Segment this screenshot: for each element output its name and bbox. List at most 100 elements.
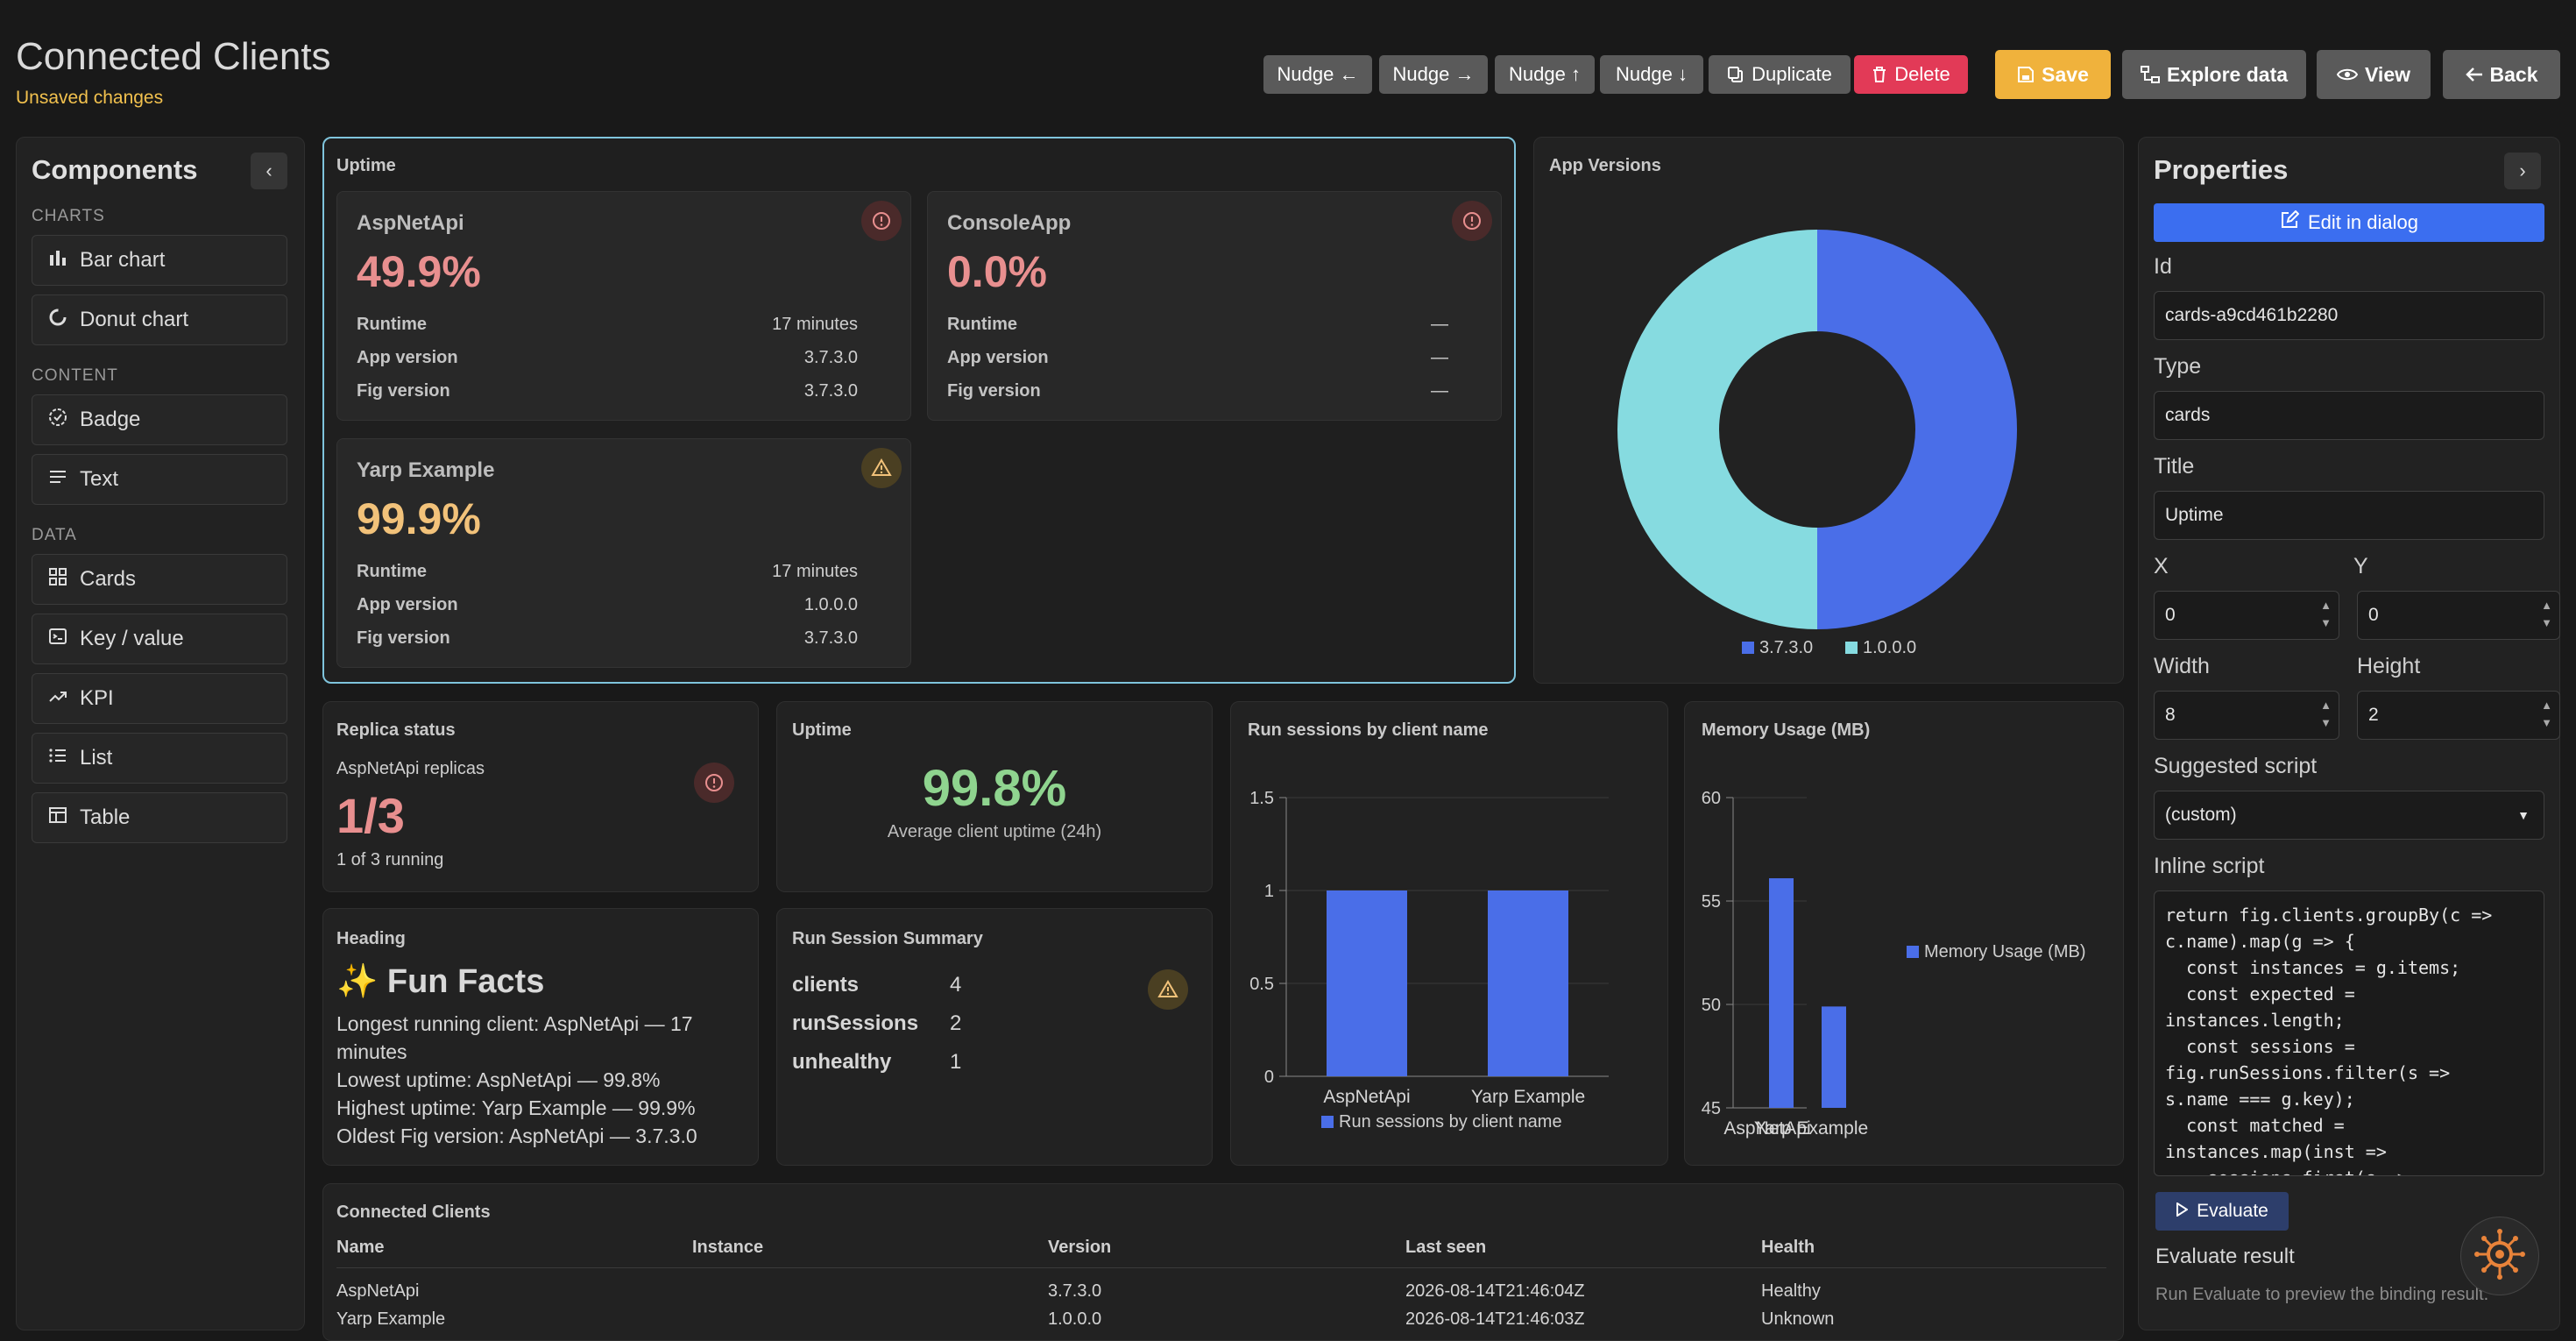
spinner-icon[interactable]: ▲ ▼ bbox=[2541, 599, 2552, 629]
y-tick-label: 50 bbox=[1702, 996, 1721, 1015]
trending-up-icon bbox=[48, 686, 67, 712]
x-field[interactable]: 0 ▲ ▼ bbox=[2154, 591, 2339, 640]
bar-Yarp Example[interactable] bbox=[1488, 890, 1568, 1076]
back-button[interactable]: Back bbox=[2443, 50, 2560, 99]
summary-row: unhealthy 1 bbox=[792, 1050, 962, 1074]
nudge-left-button[interactable]: Nudge ← bbox=[1263, 55, 1372, 94]
memory-usage-widget[interactable] bbox=[1684, 701, 2124, 1166]
x-tick-label: AspNetApi bbox=[1723, 1118, 1810, 1139]
save-icon bbox=[2017, 66, 2035, 83]
sidebar-item-label: List bbox=[80, 746, 113, 770]
run-sessions-bar-chart: 0 0.5 1 1.5 AspNetApi Yarp Example Run session… bbox=[1249, 789, 1609, 1132]
column-header-last-seen[interactable]: Last seen bbox=[1405, 1238, 1487, 1257]
sidebar-item-donut-chart[interactable]: Donut chart bbox=[32, 294, 287, 345]
unsaved-changes-label: Unsaved changes bbox=[16, 88, 164, 108]
sidebar-item-label: Badge bbox=[80, 408, 141, 431]
edit-in-dialog-button[interactable]: Edit in dialog bbox=[2154, 203, 2544, 242]
summary-row: clients 4 bbox=[792, 973, 962, 997]
widget-title: Replica status bbox=[336, 720, 456, 740]
sidebar-item-cards[interactable]: Cards bbox=[32, 554, 287, 605]
nudge-right-button[interactable]: Nudge → bbox=[1379, 55, 1488, 94]
type-field[interactable]: cards bbox=[2154, 391, 2544, 440]
fun-facts-heading: ✨ Fun Facts bbox=[336, 963, 545, 1000]
spinner-icon[interactable]: ▲ ▼ bbox=[2320, 699, 2332, 729]
sidebar-item-badge[interactable]: Badge bbox=[32, 394, 287, 445]
uptime-kpi-widget[interactable] bbox=[776, 701, 1213, 892]
sidebar-item-table[interactable]: Table bbox=[32, 792, 287, 843]
copy-icon bbox=[1727, 66, 1744, 83]
nudge-down-label: Nudge ↓ bbox=[1616, 63, 1688, 85]
nudge-down-button[interactable]: Nudge ↓ bbox=[1600, 55, 1703, 94]
widget-title: Run sessions by client name bbox=[1248, 720, 1489, 740]
delete-button[interactable]: Delete bbox=[1854, 55, 1968, 94]
collapse-sidebar-button[interactable]: ‹ bbox=[251, 153, 287, 189]
sidebar-item-kpi[interactable]: KPI bbox=[32, 673, 287, 724]
run-sessions-widget[interactable] bbox=[1230, 701, 1668, 1166]
legend-label[interactable]: 3.7.3.0 bbox=[1759, 638, 1813, 657]
run-session-summary-widget[interactable] bbox=[776, 908, 1213, 1166]
connected-clients-table-widget[interactable] bbox=[322, 1183, 2124, 1341]
id-field[interactable]: cards-a9cd461b2280 bbox=[2154, 291, 2544, 340]
bar-AspNetApi[interactable] bbox=[1769, 878, 1794, 1108]
sidebar-item-text[interactable]: Text bbox=[32, 454, 287, 505]
suggested-script-label: Suggested script bbox=[2154, 754, 2318, 778]
sidebar-item-key-value[interactable]: Key / value bbox=[32, 614, 287, 664]
spinner-icon[interactable]: ▲ ▼ bbox=[2541, 699, 2552, 729]
y-field[interactable]: 0 ▲ ▼ bbox=[2357, 591, 2560, 640]
nudge-up-label: Nudge ↑ bbox=[1509, 63, 1581, 85]
assistant-fab-button[interactable] bbox=[2460, 1217, 2539, 1295]
width-field[interactable]: 8 ▲ ▼ bbox=[2154, 691, 2339, 740]
bar-AspNetApi[interactable] bbox=[1327, 890, 1407, 1076]
duplicate-button[interactable]: Duplicate bbox=[1709, 55, 1851, 94]
x-tick-label: Yarp Example bbox=[1471, 1087, 1585, 1107]
column-header-name[interactable]: Name bbox=[336, 1238, 385, 1257]
replica-value: 1/3 bbox=[336, 788, 405, 843]
heading-widget[interactable] bbox=[322, 908, 759, 1166]
save-button[interactable]: Save bbox=[1995, 50, 2111, 99]
widget-title: Run Session Summary bbox=[792, 929, 983, 948]
section-content: CONTENT bbox=[32, 366, 118, 385]
badge-icon bbox=[48, 408, 67, 433]
spinner-icon[interactable]: ▲ ▼ bbox=[2320, 599, 2332, 629]
trash-icon bbox=[1872, 66, 1887, 83]
error-alert-icon bbox=[861, 201, 902, 241]
table-icon bbox=[48, 805, 67, 831]
y-tick-label: 1.5 bbox=[1249, 789, 1274, 808]
suggested-script-select[interactable]: (custom) ▼ bbox=[2154, 791, 2544, 840]
fig-version-row: Fig version 3.7.3.0 bbox=[357, 628, 858, 648]
legend-swatch bbox=[1742, 642, 1754, 654]
evaluate-button[interactable]: Evaluate bbox=[2155, 1192, 2289, 1231]
nudge-right-label: Nudge → bbox=[1392, 63, 1475, 85]
bar-Yarp Example[interactable] bbox=[1822, 1006, 1846, 1108]
sidebar-title: Components bbox=[32, 154, 198, 185]
title-field[interactable]: Uptime bbox=[2154, 491, 2544, 540]
donut-slice-3.7.3.0[interactable] bbox=[1817, 230, 2017, 629]
x-label: X bbox=[2154, 554, 2169, 578]
back-label: Back bbox=[2489, 62, 2538, 86]
legend-label[interactable]: Memory Usage (MB) bbox=[1924, 942, 2085, 961]
y-tick-label: 1 bbox=[1264, 882, 1274, 901]
column-header-version[interactable]: Version bbox=[1048, 1238, 1112, 1257]
fun-fact-line: Oldest Fig version: AspNetApi — 3.7.3.0 bbox=[336, 1125, 697, 1147]
evaluate-result-label: Evaluate result bbox=[2155, 1245, 2295, 1268]
nudge-up-button[interactable]: Nudge ↑ bbox=[1495, 55, 1595, 94]
delete-label: Delete bbox=[1894, 63, 1950, 85]
legend-label[interactable]: 1.0.0.0 bbox=[1863, 638, 1916, 657]
column-header-health[interactable]: Health bbox=[1761, 1238, 1815, 1257]
uptime-value: 0.0% bbox=[947, 247, 1047, 296]
inline-script-editor[interactable]: return fig.clients.groupBy(c => c.name).… bbox=[2154, 890, 2544, 1176]
sidebar-item-bar-chart[interactable]: Bar chart bbox=[32, 235, 287, 286]
explore-data-button[interactable]: Explore data bbox=[2122, 50, 2306, 99]
legend-label[interactable]: Run sessions by client name bbox=[1339, 1112, 1562, 1132]
replica-status-widget[interactable] bbox=[322, 701, 759, 892]
column-header-instance[interactable]: Instance bbox=[692, 1238, 764, 1257]
fig-version-row: Fig version — bbox=[947, 381, 1448, 401]
widget-title: App Versions bbox=[1549, 156, 1661, 175]
sidebar-item-list[interactable]: List bbox=[32, 733, 287, 784]
donut-slice-1.0.0.0[interactable] bbox=[1617, 230, 1817, 629]
view-button[interactable]: View bbox=[2317, 50, 2431, 99]
collapse-properties-button[interactable]: › bbox=[2504, 153, 2541, 189]
x-tick-label: AspNetApi bbox=[1323, 1087, 1410, 1107]
donut-chart-icon bbox=[48, 308, 67, 333]
height-field[interactable]: 2 ▲ ▼ bbox=[2357, 691, 2560, 740]
